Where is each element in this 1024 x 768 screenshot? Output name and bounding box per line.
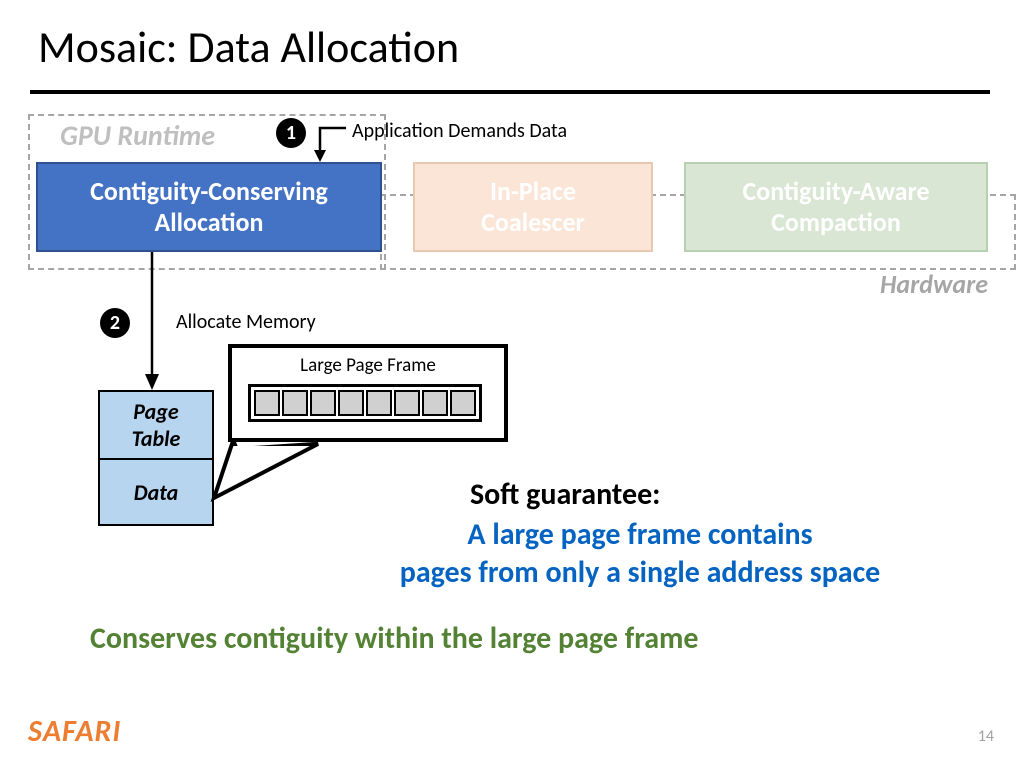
data-box: Data (98, 458, 214, 526)
hardware-label: Hardware (880, 268, 988, 300)
frame-cell (450, 390, 476, 416)
page-number: 14 (978, 727, 994, 746)
step-2-badge: 2 (100, 308, 130, 338)
frame-cell (394, 390, 420, 416)
step-1-badge: 1 (276, 118, 306, 148)
box2-line1: In-Place (490, 175, 576, 207)
page-table-box: Page Table (98, 390, 214, 460)
app-demands-label: Application Demands Data (352, 119, 567, 143)
box1-line2: Allocation (155, 206, 264, 238)
inplace-coalescer-box: In-Place Coalescer (413, 162, 653, 252)
box3-line2: Compaction (771, 206, 901, 238)
safari-logo: SAFARI (28, 713, 121, 750)
soft-body-line2: pages from only a single address space (400, 554, 881, 591)
frame-cell (254, 390, 280, 416)
soft-guarantee-heading: Soft guarantee: (470, 476, 660, 513)
soft-guarantee-body: A large page frame contains pages from o… (290, 516, 990, 591)
frame-cell (338, 390, 364, 416)
large-page-frame-callout: Large Page Frame (228, 344, 508, 442)
box1-line1: Contiguity-Conserving (90, 175, 328, 207)
box2-line2: Coalescer (481, 206, 585, 238)
contiguity-conserving-box: Contiguity-Conserving Allocation (36, 162, 382, 252)
frame-cell (366, 390, 392, 416)
frame-cell (310, 390, 336, 416)
callout-tail (210, 438, 330, 508)
page-frame-row (248, 384, 482, 422)
allocate-memory-label: Allocate Memory (176, 310, 316, 334)
large-page-frame-title: Large Page Frame (300, 354, 436, 377)
compaction-box: Contiguity-Aware Compaction (684, 162, 988, 252)
slide-title: Mosaic: Data Allocation (38, 20, 459, 74)
arrow-1 (310, 118, 350, 166)
box3-line1: Contiguity-Aware (742, 175, 929, 207)
soft-body-line1: A large page frame contains (467, 516, 812, 553)
frame-cell (282, 390, 308, 416)
frame-cell (422, 390, 448, 416)
title-underline (30, 90, 990, 94)
arrow-2 (140, 252, 164, 392)
conserve-line: Conserves contiguity within the large pa… (90, 620, 699, 657)
